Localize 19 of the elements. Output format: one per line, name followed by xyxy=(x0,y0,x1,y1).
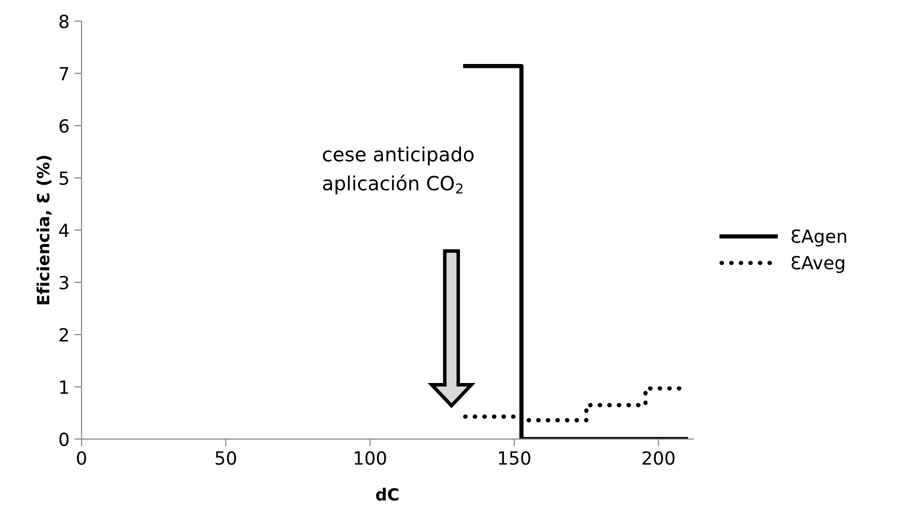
y-axis-title: Eficiencia, Ɛ (%) xyxy=(36,156,52,304)
annotation: cese anticipado aplicación CO$_{2}$ xyxy=(322,146,474,194)
y-tick-label: 4 xyxy=(59,224,69,237)
legend-label: ƐAgen xyxy=(792,229,846,246)
y-tick-label: 5 xyxy=(60,172,68,185)
y-tick-label: 8 xyxy=(59,14,68,28)
x-axis-title: dC xyxy=(376,488,398,501)
y-tick-label: 1 xyxy=(60,380,68,394)
x-tick-label: 150 xyxy=(498,451,530,465)
y-tick-label: 0 xyxy=(59,432,69,446)
x-tick-label: 0 xyxy=(76,451,86,465)
x-tick-label: 50 xyxy=(216,451,236,465)
x-tick-label: 100 xyxy=(354,451,386,465)
y-tick-label: 2 xyxy=(60,328,68,342)
y-tick-label: 3 xyxy=(60,276,68,290)
y-tick-label: 7 xyxy=(60,67,68,80)
x-tick-label: 200 xyxy=(642,451,675,465)
legend-label: ƐAveg xyxy=(792,256,844,273)
y-tick-label: 6 xyxy=(60,119,69,133)
